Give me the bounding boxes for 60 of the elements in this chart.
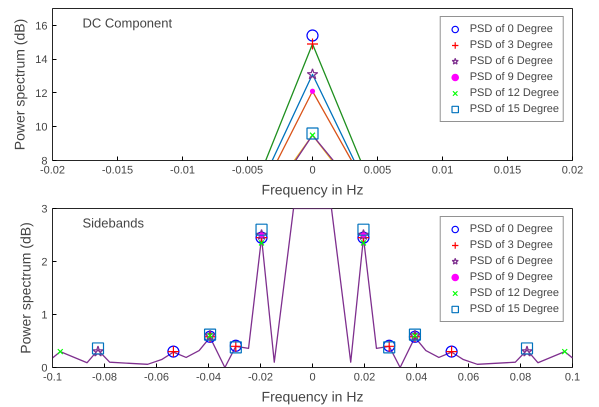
y-axis-title: Power spectrum (dB) [11,18,28,150]
point [357,224,370,236]
point [521,346,533,357]
y-tick-label: 1 [41,310,48,322]
legend-label: PSD of 15 Degree [470,102,559,117]
legend-label: PSD of 15 Degree [470,302,559,317]
x-tick-label: 0.06 [458,372,480,384]
annotation: DC Component [82,16,172,30]
x-tick-label: -0.02 [40,164,66,176]
x-tick-label: 0.015 [494,164,522,176]
legend-label: PSD of 12 Degree [470,286,559,301]
x-axis-title: Frequency in Hz [262,388,364,404]
legend-label: PSD of 6 Degree [470,54,553,69]
x-tick-label: 0.02 [354,372,376,384]
x-tick-label: 0 [309,164,316,176]
y-tick-label: 14 [35,54,48,66]
y-tick-label: 12 [35,88,48,100]
legend-label: PSD of 12 Degree [470,86,559,101]
x-tick-label: -0.08 [92,372,118,384]
x-tick-label: 0.005 [364,164,392,176]
y-tick-label: 10 [35,122,48,134]
legend-label: PSD of 9 Degree [470,270,553,285]
y-tick-label: 0 [41,362,48,374]
legend-label: PSD of 3 Degree [470,238,553,253]
point [92,342,104,355]
point [520,342,534,355]
x-tick-label: 0.1 [564,372,580,384]
legend-label: PSD of 9 Degree [470,70,553,85]
point [562,348,568,355]
y-axis-title: Power spectrum (dB) [17,222,34,354]
point [256,228,268,240]
x-tick-label: 0.02 [562,164,584,176]
y-tick-label: 2 [41,256,48,268]
point [360,240,367,246]
line-series [52,208,572,368]
x-axis-title: Frequency in Hz [262,182,364,198]
point [255,224,268,236]
y-tick-label: 16 [35,20,48,32]
x-tick-label: -0.1 [43,372,62,384]
legend-label: PSD of 0 Degree [470,22,553,37]
x-tick-label: 0.04 [406,372,428,384]
x-tick-label: -0.005 [232,164,264,176]
point [258,240,265,246]
x-tick-label: -0.02 [248,372,274,384]
x-tick-label: -0.06 [144,372,170,384]
point [358,228,370,240]
x-tick-label: -0.04 [196,372,222,384]
x-tick-label: 0.01 [432,164,454,176]
legend-label: PSD of 3 Degree [470,38,553,53]
legend-label: PSD of 0 Degree [470,222,553,237]
point [57,348,64,355]
legend-label: PSD of 6 Degree [470,254,553,269]
x-tick-label: 0 [309,372,316,384]
y-tick-label: 3 [41,204,48,216]
point [92,346,104,357]
x-tick-label: 0.08 [510,372,532,384]
x-tick-label: -0.015 [102,164,134,176]
annotation: Sidebands [82,216,144,230]
y-tick-label: 8 [41,156,48,168]
x-tick-label: -0.01 [170,164,196,176]
